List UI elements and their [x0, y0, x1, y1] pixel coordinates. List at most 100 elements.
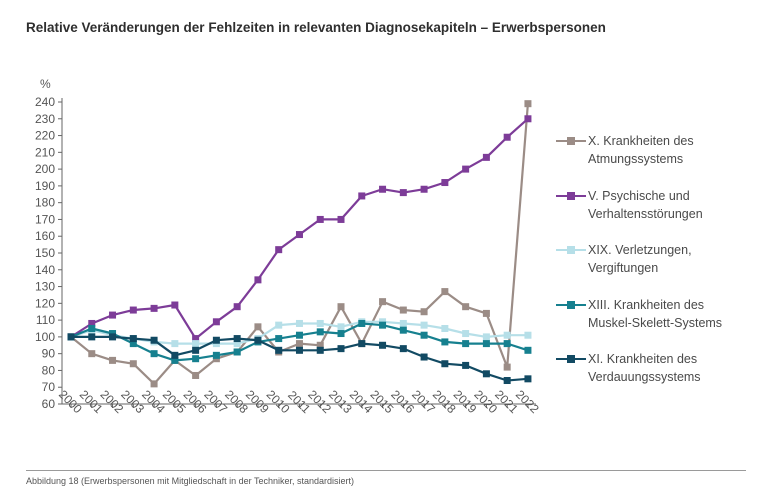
- data-point: [316, 346, 324, 354]
- data-point: [482, 340, 490, 348]
- data-point: [150, 350, 158, 358]
- data-point: [129, 335, 137, 343]
- data-point: [316, 328, 324, 336]
- legend-label: XI. Krankheiten des Verdauungssystems: [588, 350, 701, 386]
- data-point: [337, 330, 345, 338]
- data-point: [399, 306, 407, 314]
- data-point: [129, 340, 137, 348]
- y-tick-label: 70: [42, 380, 56, 394]
- data-point: [337, 215, 345, 223]
- data-point: [171, 351, 179, 359]
- legend-item-3: XIX. Verletzungen, Vergiftungen: [556, 241, 761, 281]
- data-point: [295, 319, 303, 327]
- data-point: [192, 355, 200, 363]
- data-point: [503, 133, 511, 141]
- data-point: [503, 340, 511, 348]
- data-point: [420, 321, 428, 329]
- data-point: [462, 361, 470, 369]
- data-point: [524, 375, 532, 383]
- data-point: [358, 319, 366, 327]
- y-tick-label: 140: [35, 263, 55, 277]
- legend-label: XIX. Verletzungen, Vergiftungen: [588, 241, 692, 277]
- data-point: [254, 323, 262, 331]
- data-point: [379, 185, 387, 193]
- legend-item-4: XIII. Krankheiten des Muskel-Skelett-Syst…: [556, 296, 761, 336]
- data-point: [503, 377, 511, 385]
- data-point: [192, 335, 200, 343]
- data-point: [503, 331, 511, 339]
- legend-label-line: Verdauungssystems: [588, 370, 701, 384]
- y-tick-label: 80: [42, 363, 56, 377]
- data-point: [441, 325, 449, 332]
- data-point: [109, 333, 117, 341]
- data-point: [316, 341, 324, 349]
- data-point: [482, 333, 490, 341]
- data-point: [275, 321, 283, 329]
- data-point: [316, 319, 324, 327]
- y-axis-label: %: [40, 77, 51, 91]
- data-point: [295, 340, 303, 348]
- data-point: [88, 333, 96, 341]
- data-point: [275, 346, 283, 354]
- x-tick-label: 2000: [56, 387, 85, 416]
- legend-label: X. Krankheiten des Atmungssystems: [588, 132, 694, 168]
- y-tick-label: 130: [35, 280, 55, 294]
- y-tick-label: 240: [35, 95, 55, 109]
- data-point: [420, 308, 428, 316]
- y-tick-label: 170: [35, 212, 55, 226]
- data-point: [420, 331, 428, 339]
- data-point: [399, 326, 407, 334]
- data-point: [420, 353, 428, 361]
- data-point: [524, 115, 532, 123]
- data-point: [212, 318, 220, 326]
- data-point: [150, 336, 158, 344]
- data-point: [171, 356, 179, 364]
- data-point: [316, 215, 324, 223]
- legend-label-line: XI. Krankheiten des: [588, 352, 698, 366]
- data-point: [379, 298, 387, 306]
- data-point: [109, 311, 117, 319]
- data-point: [503, 363, 511, 371]
- data-point: [295, 331, 303, 339]
- data-point: [275, 246, 283, 254]
- data-point: [88, 350, 96, 358]
- legend-marker: [556, 135, 586, 147]
- legend-label-line: Muskel-Skelett-Systems: [588, 315, 723, 330]
- legend-item-5: XI. Krankheiten des Verdauungssystems: [556, 350, 761, 390]
- series-5: [67, 333, 532, 385]
- chart-series: [67, 100, 532, 388]
- series-line: [70, 117, 529, 340]
- legend-item-1: X. Krankheiten des Atmungssystems: [556, 132, 761, 172]
- data-point: [462, 330, 470, 338]
- data-point: [88, 325, 96, 332]
- y-tick-label: 190: [35, 179, 55, 193]
- data-point: [233, 340, 241, 348]
- data-point: [129, 306, 137, 314]
- data-point: [337, 303, 345, 311]
- data-point: [441, 338, 449, 346]
- figure-caption: Abbildung 18 (Erwerbspersonen mit Mitgli…: [26, 476, 354, 486]
- legend-label-line: V. Psychische und: [588, 188, 690, 203]
- data-point: [88, 319, 96, 327]
- y-tick-label: 100: [35, 330, 55, 344]
- data-point: [192, 340, 200, 348]
- data-point: [337, 323, 345, 331]
- y-tick-label: 200: [35, 162, 55, 176]
- legend-marker: [556, 190, 586, 202]
- data-point: [441, 360, 449, 368]
- y-tick-label: 110: [36, 313, 55, 327]
- data-point: [462, 303, 470, 311]
- data-point: [337, 345, 345, 353]
- data-point: [192, 346, 200, 354]
- data-point: [171, 301, 179, 309]
- data-point: [171, 340, 179, 348]
- data-point: [212, 351, 220, 359]
- y-tick-label: 60: [42, 397, 56, 411]
- legend-label-line: XIX. Verletzungen,: [588, 243, 692, 257]
- data-point: [275, 335, 283, 343]
- data-point: [233, 303, 241, 311]
- data-point: [379, 321, 387, 329]
- footer-divider: [26, 470, 746, 471]
- data-point: [129, 360, 137, 368]
- data-point: [420, 185, 428, 193]
